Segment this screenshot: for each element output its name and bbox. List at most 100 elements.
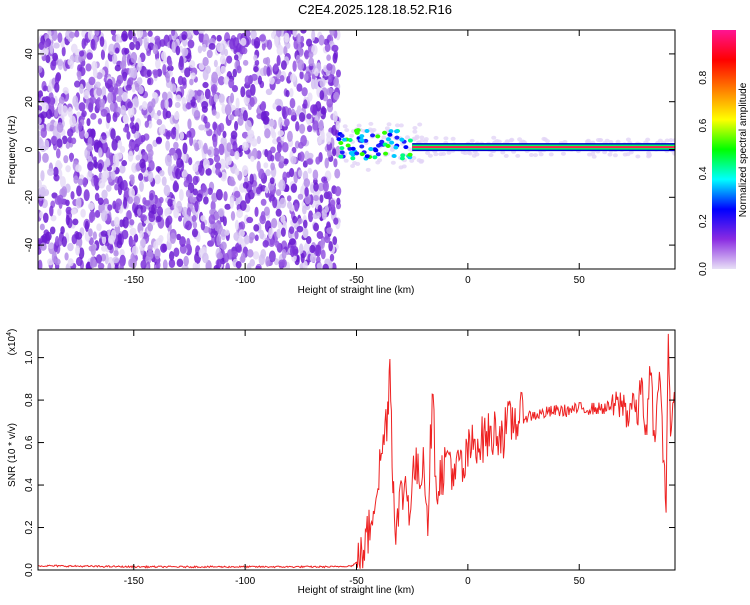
noise-cell [57,58,64,71]
noise-cell [75,197,82,209]
noise-cell [78,247,85,260]
noise-cell [228,179,236,187]
noise-cell [94,30,100,36]
noise-cell [218,122,225,133]
noise-cell [106,184,112,192]
signal-halo-cell [625,152,631,157]
noise-cell [158,125,166,135]
noise-cell [57,32,63,43]
noise-cell [168,59,173,68]
noise-cell [326,226,333,235]
noise-cell [135,40,141,51]
signal-halo-cell [377,158,383,163]
noise-cell [215,167,221,176]
noise-cell [319,90,325,101]
signal-blob [338,141,344,146]
noise-cell [259,229,265,240]
noise-cell [263,123,271,130]
signal-halo-cell [412,129,418,134]
noise-cell [122,72,127,82]
noise-cell [111,53,118,65]
noise-cell [256,186,262,195]
noise-cell [264,186,269,194]
spectrogram-y-axis-label: Frequency (Hz) [7,116,18,185]
noise-cell [286,201,293,210]
noise-cell [182,169,188,178]
noise-cell [284,184,290,193]
noise-cell [128,105,135,118]
noise-cell [139,134,146,143]
noise-cell [222,216,227,227]
noise-cell [104,170,110,179]
noise-cell [40,111,48,119]
noise-cell [324,43,331,53]
noise-cell [203,142,208,155]
signal-halo-cell [419,159,425,164]
noise-cell [211,109,217,116]
noise-cell [84,131,89,139]
noise-cell [58,96,65,105]
noise-cell [54,74,60,85]
noise-cell [210,230,215,239]
noise-cell [315,211,322,219]
noise-cell [303,228,309,239]
noise-cell [216,42,224,53]
noise-cell [173,206,179,219]
noise-cell [257,75,262,85]
noise-cell [306,152,314,159]
noise-cell [217,75,225,86]
noise-cell [266,39,273,50]
noise-cell [307,125,313,133]
noise-cell [136,77,143,86]
noise-cell [106,78,113,88]
signal-halo-cell [538,152,544,157]
noise-cell [192,175,199,186]
noise-cell [90,244,96,256]
noise-cell [107,242,114,251]
noise-cell [202,69,209,81]
noise-cell [235,260,242,269]
noise-cell [88,211,96,222]
noise-cell [146,250,154,260]
signal-halo-cell [425,150,431,155]
noise-cell [90,112,97,120]
noise-cell [287,107,292,116]
noise-cell [307,92,313,102]
noise-cell [147,30,153,37]
snr-y-tick-label: 0.8 [24,393,35,407]
noise-cell [188,93,193,101]
snr-x-tick-label: -50 [349,576,364,587]
noise-cell [235,97,240,110]
noise-cell [155,260,161,269]
noise-cell [288,226,295,235]
noise-cell [154,174,161,185]
noise-cell [266,150,273,162]
noise-cell [297,218,303,225]
noise-cell [106,112,111,124]
noise-cell [137,56,142,68]
noise-cell [220,229,227,241]
signal-blob [399,156,405,161]
noise-cell [326,63,333,71]
noise-cell [137,85,144,95]
noise-cell [320,107,327,115]
noise-cell [59,176,66,188]
noise-cell [213,59,218,68]
noise-cell [45,54,51,64]
noise-cell [171,30,176,36]
noise-cell [202,252,209,264]
signal-halo-cell [433,152,439,157]
noise-cell [69,152,74,163]
noise-cell [284,118,290,127]
signal-blob [339,146,345,151]
noise-cell [285,89,290,98]
noise-cell [302,205,307,215]
noise-cell [140,214,148,222]
noise-cell [173,180,178,192]
noise-cell [178,188,184,201]
noise-cell [203,196,209,205]
noise-cell [70,208,77,215]
noise-cell [288,238,296,246]
signal-halo-cell [515,153,521,158]
